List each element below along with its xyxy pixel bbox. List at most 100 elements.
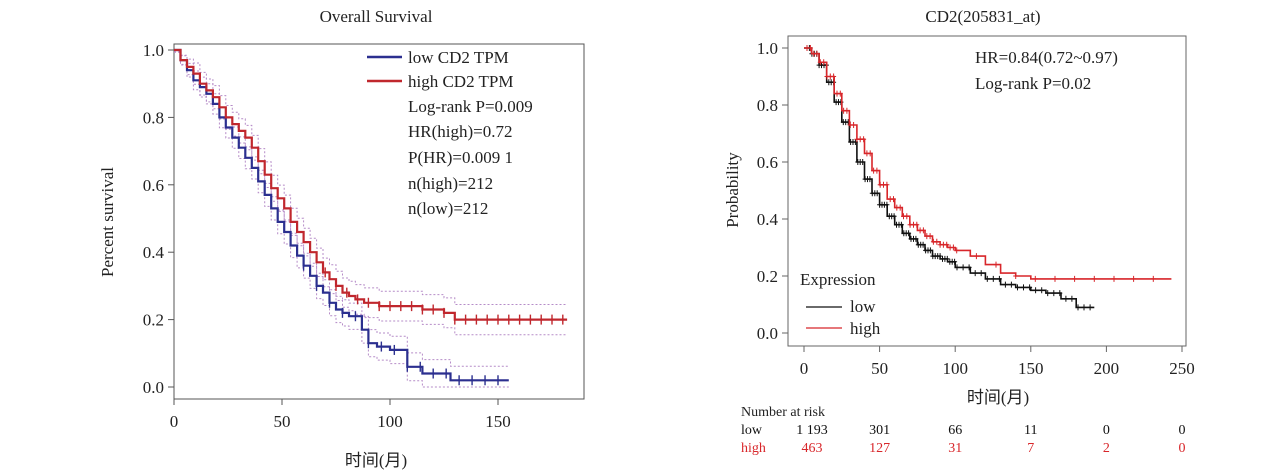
confidence-bands	[174, 49, 568, 388]
censor-mark-high	[837, 90, 843, 97]
censor-mark-low	[978, 270, 984, 277]
x-tick-label: 50	[274, 412, 291, 431]
x-tick-label: 100	[942, 359, 968, 378]
y-axis-label: Percent survival	[98, 167, 117, 277]
censor-mark-low	[860, 159, 866, 165]
y-tick-label: 0.6	[143, 176, 164, 195]
censor-mark-low	[838, 99, 844, 106]
censor-mark-low	[944, 255, 950, 262]
legend-label-high: high	[850, 319, 881, 338]
legend-label-high: high CD2 TPM	[408, 72, 514, 91]
censor-mark-high	[821, 59, 827, 66]
censor-mark-high	[1072, 275, 1078, 282]
annotation-hr: HR=0.84(0.72~0.97)	[975, 48, 1118, 67]
y-tick-label: 0.8	[143, 108, 164, 127]
legend: Expression low high	[800, 270, 881, 338]
annotation-logrank: Log-rank P=0.009	[408, 97, 533, 116]
censor-mark-low	[1027, 284, 1033, 291]
censor-mark-high	[891, 196, 896, 203]
censor-mark-high	[851, 122, 857, 128]
cd2-probability-chart: CD2(205831_at) 0.0 0.2 0.4 0.6 0.8 1.0 0 50 100…	[723, 7, 1195, 407]
annotation-n-high: n(high)=212	[408, 174, 493, 193]
censor-mark-high	[1013, 273, 1019, 279]
censor-mark-low	[1008, 281, 1014, 288]
survival-curves	[804, 45, 1172, 311]
censor-mark-low	[937, 253, 943, 260]
x-tick-label: 0	[170, 412, 179, 431]
censor-mark-low	[1045, 290, 1051, 297]
censor-mark-high	[914, 221, 920, 228]
y-tick-label: 0.6	[757, 153, 778, 172]
y-tick-label: 0.2	[143, 311, 164, 330]
annotations: HR=0.84(0.72~0.97) Log-rank P=0.02	[975, 48, 1118, 93]
censor-mark-low	[867, 176, 873, 183]
censor-mark-low	[913, 235, 919, 242]
censor-mark-high	[944, 241, 950, 248]
censor-mark-low	[1063, 295, 1069, 302]
censor-mark-high	[934, 238, 940, 245]
x-tick-label: 0	[800, 359, 809, 378]
censor-mark-low	[1069, 295, 1075, 302]
chart-title: CD2(205831_at)	[925, 7, 1040, 26]
x-axis: 0 50 100 150 200 250	[800, 346, 1195, 378]
y-tick-label: 0.4	[143, 243, 165, 262]
censor-mark-high	[861, 136, 867, 143]
censor-mark-low	[996, 275, 1002, 282]
censor-mark-high	[1131, 275, 1137, 282]
survival-curves	[174, 48, 568, 386]
censor-mark-low	[954, 264, 960, 271]
censor-mark-low	[1039, 287, 1045, 294]
censor-mark-high	[1091, 275, 1097, 282]
censor-mark-high	[904, 213, 910, 220]
censor-mark-low	[1075, 304, 1081, 311]
ci-band-high-upper	[174, 49, 568, 305]
censor-mark-high	[844, 107, 850, 114]
y-tick-label: 0.0	[757, 324, 778, 343]
legend-label-low: low CD2 TPM	[408, 48, 509, 67]
censor-mark-low	[960, 264, 966, 271]
censor-mark-low	[1033, 287, 1039, 294]
censor-mark-low	[898, 221, 904, 228]
x-axis: 0 50 100 150	[170, 399, 511, 431]
ci-band-high-lower	[174, 51, 568, 336]
censor-mark-low	[1051, 290, 1057, 297]
censor-mark-low	[990, 275, 996, 282]
censor-mark-low	[1021, 284, 1026, 291]
censor-mark-low	[891, 213, 897, 220]
y-axis: 0.0 0.2 0.4 0.6 0.8 1.0	[143, 41, 174, 397]
censor-mark-high	[927, 233, 933, 240]
censor-mark-high	[973, 253, 979, 260]
annotation-logrank: Log-rank P=0.02	[975, 74, 1091, 93]
x-tick-label: 150	[485, 412, 511, 431]
x-tick-label: 250	[1169, 359, 1195, 378]
censor-mark-high	[867, 150, 873, 157]
y-tick-label: 0.4	[757, 210, 779, 229]
censor-mark-high	[1111, 275, 1117, 282]
overall-survival-chart: Overall Survival 0.0 0.2 0.4 0.6 0.8 1.0 0 50 1…	[98, 7, 585, 470]
censor-mark-high	[993, 261, 999, 268]
censor-mark-high	[807, 45, 813, 51]
censor-mark-high	[1032, 275, 1038, 282]
annotation-hr: HR(high)=0.72	[408, 122, 513, 141]
annotation-p-hr: P(HR)=0.009 1	[408, 148, 513, 167]
censor-mark-high	[884, 181, 890, 188]
y-tick-label: 1.0	[757, 39, 778, 58]
plot-frame	[787, 35, 1187, 347]
y-tick-label: 1.0	[143, 41, 164, 60]
censor-mark-low	[984, 275, 990, 282]
censor-mark-high	[1150, 275, 1156, 282]
series-line-low	[174, 48, 509, 382]
censor-mark-low	[906, 230, 912, 237]
censor-mark-low	[1087, 304, 1093, 311]
censor-mark-low	[1015, 284, 1020, 291]
x-tick-label: 200	[1094, 359, 1120, 378]
y-tick-label: 0.8	[757, 96, 778, 115]
legend-title: Expression	[800, 270, 876, 289]
annotation-n-low: n(low)=212	[408, 199, 488, 218]
legend: low CD2 TPM high CD2 TPM Log-rank P=0.00…	[367, 48, 533, 218]
censor-mark-low	[1081, 304, 1087, 311]
y-axis-label: Probability	[723, 152, 742, 228]
censor-mark-low	[966, 264, 972, 271]
x-axis-label: 时间(月)	[345, 451, 407, 470]
